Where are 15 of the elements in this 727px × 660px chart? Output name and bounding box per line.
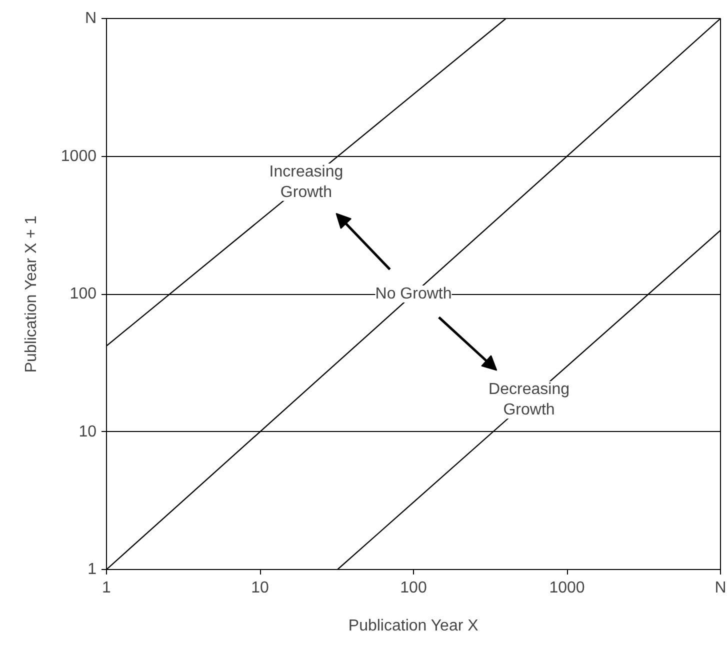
y-tick-label: 1000 (60, 148, 97, 165)
x-tick-label: 10 (251, 580, 269, 596)
y-tick-label: 1 (88, 561, 97, 578)
y-axis-title: Publication Year X + 1 (22, 216, 40, 373)
y-tick-label: 100 (70, 286, 97, 302)
x-tick-label: N (714, 580, 726, 596)
y-tick-label: 10 (78, 423, 97, 440)
x-tick-label: 1000 (549, 580, 585, 596)
annotation: No Growth (375, 286, 452, 302)
x-axis-title: Publication Year X (348, 618, 479, 634)
x-tick-label: 100 (400, 580, 427, 596)
x-tick-label: 1 (102, 580, 112, 596)
y-tick-label: N (84, 10, 97, 27)
annotation: Increasing Growth (269, 164, 344, 201)
annotation: Decreasing Growth (488, 381, 570, 419)
